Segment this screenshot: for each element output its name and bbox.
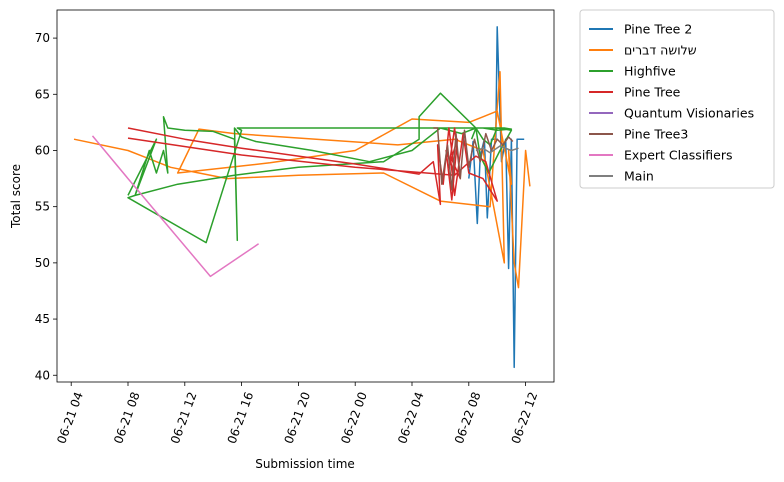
series-line-5 <box>433 127 514 191</box>
x-tick-label: 06-21 04 <box>54 390 86 445</box>
plot-frame <box>56 9 555 383</box>
series-line-0 <box>468 26 525 369</box>
x-axis: 06-21 04 06-21 08 06-21 12 06-21 16 06-21 20… <box>54 382 540 446</box>
series-line-6 <box>91 135 260 278</box>
y-tick-label: 40 <box>35 368 50 382</box>
y-tick-label: 45 <box>35 312 50 326</box>
legend-label: Main <box>624 169 654 184</box>
y-axis: 40 45 50 55 60 65 70 <box>35 31 57 382</box>
legend-label: Highfive <box>624 64 676 79</box>
legend-label: Quantum Visionaries <box>624 106 754 121</box>
x-tick-label: 06-21 20 <box>282 390 314 445</box>
legend-label: Pine Tree <box>624 85 681 100</box>
plot-lines <box>73 26 531 369</box>
x-tick-label: 06-21 16 <box>225 390 257 445</box>
x-tick-label: 06-21 08 <box>111 390 143 445</box>
y-tick-label: 65 <box>35 87 50 101</box>
x-tick-label: 06-22 00 <box>338 390 370 445</box>
x-axis-label: Submission time <box>255 457 355 471</box>
series-line-7 <box>475 145 519 154</box>
y-axis-label: Total score <box>9 164 23 229</box>
x-tick-label: 06-22 12 <box>509 390 541 445</box>
y-tick-label: 70 <box>35 31 50 45</box>
legend-frame <box>579 9 775 189</box>
y-tick-label: 60 <box>35 143 50 157</box>
y-tick-label: 50 <box>35 256 50 270</box>
y-tick-label: 55 <box>35 200 50 214</box>
x-tick-label: 06-22 04 <box>395 390 427 445</box>
legend-label: Pine Tree3 <box>624 127 688 142</box>
x-tick-label: 06-21 12 <box>168 390 200 445</box>
series-line-1 <box>73 71 531 289</box>
legend-label: Expert Classifiers <box>624 148 733 163</box>
series-line-3 <box>127 127 498 206</box>
legend: Pine Tree 2 שלושה דברים Highfive Pine Tree Q… <box>579 9 775 189</box>
series-line-2 <box>127 92 513 244</box>
legend-label: Pine Tree 2 <box>624 22 692 37</box>
x-tick-label: 06-22 08 <box>452 390 484 445</box>
legend-label: שלושה דברים <box>624 43 697 58</box>
